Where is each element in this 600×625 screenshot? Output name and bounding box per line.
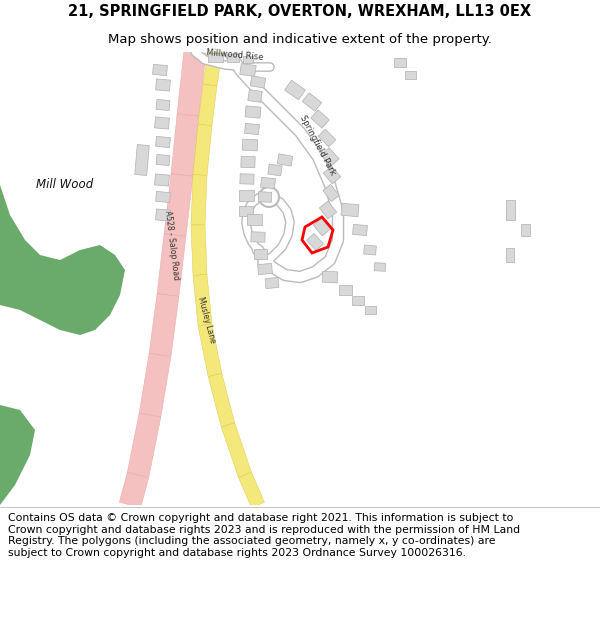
Bar — [323, 166, 341, 184]
Bar — [243, 56, 253, 63]
Bar — [245, 106, 261, 118]
Bar — [353, 224, 367, 236]
Bar — [374, 262, 386, 271]
Bar — [257, 263, 272, 274]
Bar — [254, 249, 266, 259]
Bar — [307, 234, 323, 251]
Bar — [323, 184, 339, 202]
Polygon shape — [0, 405, 35, 505]
Bar — [152, 64, 167, 76]
Bar — [208, 52, 223, 61]
Text: A528 - Salop Road: A528 - Salop Road — [163, 210, 181, 280]
Polygon shape — [191, 225, 207, 275]
Bar — [155, 174, 169, 186]
Bar — [241, 156, 255, 168]
Bar — [245, 123, 259, 134]
Bar — [313, 218, 331, 236]
Bar — [156, 99, 170, 111]
Polygon shape — [177, 51, 206, 116]
Polygon shape — [171, 114, 199, 176]
Polygon shape — [198, 84, 217, 126]
Bar — [156, 154, 170, 166]
Bar — [277, 154, 293, 166]
Polygon shape — [127, 413, 161, 477]
Circle shape — [259, 187, 279, 207]
Bar — [322, 271, 338, 283]
Bar — [318, 129, 336, 147]
Bar — [265, 278, 279, 289]
Bar — [248, 89, 262, 102]
Polygon shape — [164, 174, 193, 236]
Bar — [240, 64, 256, 76]
Bar — [352, 296, 364, 304]
Bar — [319, 201, 337, 219]
Bar — [341, 203, 359, 217]
Bar — [338, 285, 352, 295]
Bar — [247, 214, 263, 226]
Bar — [365, 306, 376, 314]
Bar — [239, 206, 253, 216]
Polygon shape — [193, 274, 212, 326]
Bar — [268, 164, 282, 176]
Bar — [505, 200, 515, 220]
Polygon shape — [239, 472, 265, 508]
Polygon shape — [149, 294, 179, 356]
Bar — [506, 248, 514, 262]
Bar — [155, 117, 169, 129]
Polygon shape — [157, 234, 186, 296]
Text: Contains OS data © Crown copyright and database right 2021. This information is : Contains OS data © Crown copyright and d… — [8, 513, 520, 558]
Bar — [239, 189, 254, 201]
Text: Map shows position and indicative extent of the property.: Map shows position and indicative extent… — [108, 32, 492, 46]
Bar — [251, 232, 265, 242]
Bar — [311, 110, 329, 128]
Text: 21, SPRINGFIELD PARK, OVERTON, WREXHAM, LL13 0EX: 21, SPRINGFIELD PARK, OVERTON, WREXHAM, … — [68, 4, 532, 19]
Text: Millwood Rise: Millwood Rise — [206, 48, 264, 62]
Bar — [302, 92, 322, 111]
Bar — [394, 58, 406, 66]
Bar — [260, 177, 275, 189]
Text: Musley Lane: Musley Lane — [196, 296, 218, 344]
Polygon shape — [139, 353, 171, 417]
Bar — [135, 144, 149, 176]
Bar — [155, 191, 170, 202]
Bar — [155, 79, 170, 91]
Bar — [227, 54, 239, 62]
Polygon shape — [0, 52, 125, 335]
Bar — [258, 192, 272, 202]
Bar — [521, 224, 530, 236]
Bar — [284, 80, 305, 100]
Text: Springfield Park: Springfield Park — [298, 114, 338, 176]
Bar — [155, 209, 170, 221]
Bar — [155, 136, 170, 148]
Bar — [404, 71, 415, 79]
Polygon shape — [193, 124, 212, 176]
Bar — [250, 76, 266, 88]
Polygon shape — [203, 51, 222, 86]
Text: Mill Wood: Mill Wood — [37, 179, 94, 191]
Polygon shape — [208, 373, 235, 427]
Bar — [240, 174, 254, 184]
Polygon shape — [198, 324, 222, 376]
Polygon shape — [119, 472, 149, 508]
Bar — [321, 148, 339, 166]
Bar — [364, 245, 376, 255]
Polygon shape — [191, 175, 207, 225]
Bar — [242, 139, 258, 151]
Polygon shape — [221, 422, 251, 478]
